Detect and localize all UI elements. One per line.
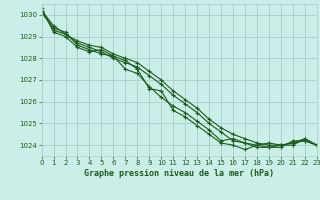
X-axis label: Graphe pression niveau de la mer (hPa): Graphe pression niveau de la mer (hPa): [84, 169, 274, 178]
